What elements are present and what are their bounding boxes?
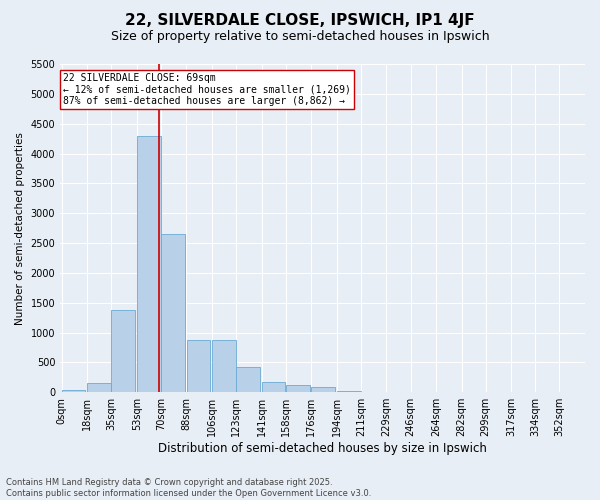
Bar [187,340,211,392]
Text: Contains HM Land Registry data © Crown copyright and database right 2025.
Contai: Contains HM Land Registry data © Crown c… [6,478,371,498]
Bar [62,390,85,392]
Bar [161,234,185,392]
Bar [88,384,111,392]
Bar [112,310,135,392]
Bar [236,367,260,392]
Bar [137,136,161,392]
Text: 22, SILVERDALE CLOSE, IPSWICH, IP1 4JF: 22, SILVERDALE CLOSE, IPSWICH, IP1 4JF [125,12,475,28]
X-axis label: Distribution of semi-detached houses by size in Ipswich: Distribution of semi-detached houses by … [158,442,487,455]
Bar [262,382,286,392]
Y-axis label: Number of semi-detached properties: Number of semi-detached properties [15,132,25,324]
Text: 22 SILVERDALE CLOSE: 69sqm
← 12% of semi-detached houses are smaller (1,269)
87%: 22 SILVERDALE CLOSE: 69sqm ← 12% of semi… [63,73,351,106]
Bar [311,387,335,392]
Text: Size of property relative to semi-detached houses in Ipswich: Size of property relative to semi-detach… [110,30,490,43]
Bar [286,385,310,392]
Bar [337,391,361,392]
Bar [212,340,236,392]
